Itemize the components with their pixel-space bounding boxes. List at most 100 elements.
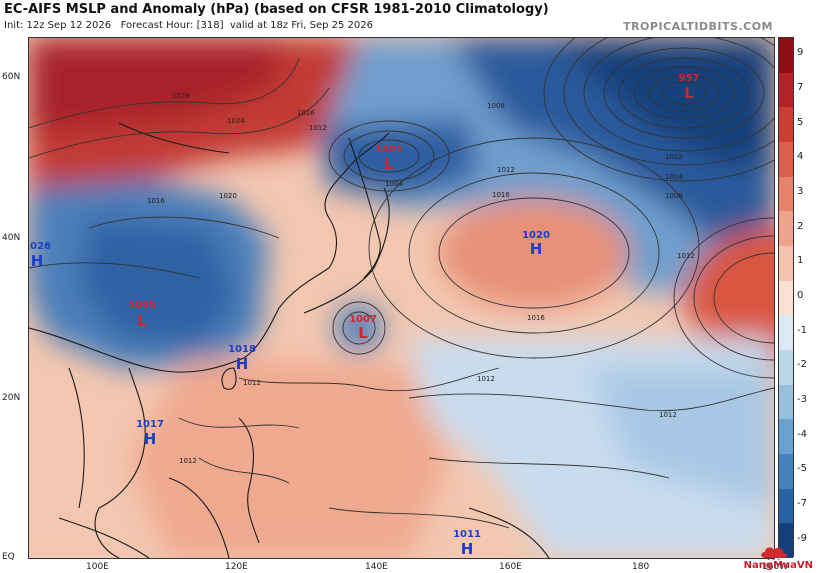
high-center: 1026 H: [29, 241, 51, 270]
center-value: 1018: [228, 344, 256, 355]
center-letter: L: [137, 312, 147, 330]
low-center: 1005 L: [128, 300, 156, 330]
colorbar-segment: [779, 211, 793, 246]
low-center: 957 L: [679, 73, 700, 102]
high-center: 1020 H: [522, 230, 550, 258]
colorbar-segment: [779, 523, 793, 558]
isobar-label: 1016: [492, 191, 510, 199]
coastlines: [29, 122, 550, 558]
lat-label: EQ: [2, 552, 15, 562]
colorbar-tick-label: 0: [797, 290, 804, 301]
center-value: 1005: [128, 300, 156, 311]
isobar-label: 1020: [219, 192, 237, 200]
map-panel: 1028 1024 1020 1016 1012 1008 1004 1012 …: [28, 37, 775, 559]
center-value: 1026: [29, 241, 51, 252]
isobar-labels: 1028 1024 1020 1016 1012 1008 1004 1012 …: [147, 92, 695, 465]
isobar-label: 1016: [297, 109, 315, 117]
center-letter: L: [684, 84, 694, 102]
isobar-label: 1012: [497, 166, 515, 174]
colorbar-tick-label: -1: [797, 324, 807, 336]
center-value: 1017: [136, 419, 164, 430]
isobar-label: 1012: [659, 411, 677, 419]
colorbar-segment: [779, 349, 793, 385]
colorbar-segment: [779, 453, 793, 489]
isobar-label: 1012: [243, 379, 261, 387]
colorbar-segment: [779, 488, 793, 524]
center-letter: H: [31, 252, 44, 270]
isobar-label: 1016: [147, 197, 165, 205]
lon-label: 100E: [86, 562, 109, 572]
colorbar-tick-label: 5: [797, 116, 804, 128]
center-value: 1020: [522, 230, 550, 241]
isobar-label: 1012: [677, 252, 695, 260]
center-letter: H: [530, 240, 543, 258]
isobar-label: 1028: [172, 92, 190, 100]
colorbar-segment: [779, 384, 793, 420]
colorbar: [778, 37, 794, 558]
lon-label: 160W: [762, 562, 789, 572]
lat-label: 40N: [2, 233, 21, 243]
isobar-label: 1012: [309, 124, 327, 132]
isobars: [29, 38, 774, 529]
isobar-label: 1008: [665, 192, 683, 200]
colorbar-tick-label: 9: [797, 47, 804, 59]
colorbar-segment: [779, 141, 793, 177]
high-center: 1011 H: [453, 529, 481, 558]
brand-label: TROPICALTIDBITS.COM: [623, 20, 773, 33]
cloud-icon: [761, 547, 787, 560]
colorbar-tick-label: 4: [797, 151, 804, 163]
center-value: 957: [679, 73, 700, 84]
low-center: 1007 L: [349, 314, 377, 342]
colorbar-segment: [779, 245, 793, 281]
map-svg: 1028 1024 1020 1016 1012 1008 1004 1012 …: [29, 38, 774, 558]
valid-time: valid at 18z Fri, Sep 25 2026: [229, 20, 373, 31]
colorbar-segment: [779, 280, 793, 316]
lat-label: 60N: [2, 72, 21, 82]
lon-label: 140E: [365, 562, 388, 572]
colorbar-segment: [779, 72, 793, 108]
colorbar-tick-label: -3: [797, 394, 807, 405]
colorbar-tick-label: -9: [797, 532, 807, 544]
center-value: 1011: [453, 529, 481, 540]
center-letter: H: [461, 540, 474, 558]
colorbar-tick-label: -2: [797, 359, 807, 371]
colorbar-segment: [779, 176, 793, 212]
colorbar-tick-label: -7: [797, 498, 807, 509]
colorbar-segment: [779, 419, 793, 454]
lon-label: 180: [632, 562, 650, 572]
high-center: 1018 H: [228, 344, 256, 373]
anomaly-field: [29, 38, 774, 558]
isobar-label: 1004: [665, 173, 683, 181]
center-letter: H: [144, 430, 157, 448]
isobar-label: 1012: [477, 375, 495, 383]
high-center: 1017 H: [136, 419, 164, 448]
lat-label: 20N: [2, 393, 21, 403]
pressure-centers: 957 L 1001 L 1020 H 1026 H 1005 L 1007 L: [29, 73, 699, 558]
colorbar-tick-label: 1: [797, 255, 804, 267]
lon-label: 120E: [225, 562, 248, 572]
center-letter: H: [236, 355, 249, 373]
center-letter: L: [358, 324, 368, 342]
lon-label: 160E: [499, 562, 522, 572]
isobar-label: 1008: [487, 102, 505, 110]
colorbar-tick-label: -4: [797, 428, 807, 440]
forecast-hour: Forecast Hour: [318]: [120, 20, 224, 31]
center-value: 1007: [349, 314, 377, 325]
chart-subtitle: Init: 12z Sep 12 2026 Forecast Hour: [31…: [4, 20, 373, 31]
colorbar-tick-label: 3: [797, 186, 804, 197]
isobar-label: 1012: [665, 153, 683, 161]
isobar-label: 1004: [385, 180, 403, 188]
watermark-label: NangMuaVN: [743, 560, 813, 571]
colorbar-segment: [779, 315, 793, 350]
isobar-label: 1016: [527, 314, 545, 322]
colorbar-tick-label: -5: [797, 463, 807, 475]
init-time: Init: 12z Sep 12 2026: [4, 20, 112, 31]
isobar-label: 1024: [227, 117, 245, 125]
center-letter: L: [384, 155, 394, 173]
low-center: 1001 L: [375, 144, 403, 173]
colorbar-segment: [779, 107, 793, 142]
colorbar-tick-label: 7: [797, 82, 804, 93]
chart-title: EC-AIFS MSLP and Anomaly (hPa) (based on…: [4, 2, 549, 17]
colorbar-segment: [779, 38, 793, 73]
center-value: 1001: [375, 144, 403, 155]
